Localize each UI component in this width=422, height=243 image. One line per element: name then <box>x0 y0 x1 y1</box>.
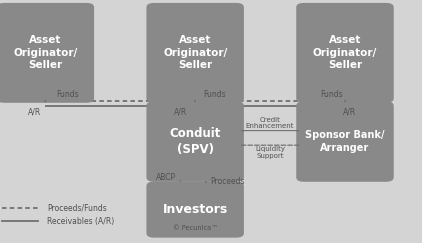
FancyBboxPatch shape <box>0 3 94 103</box>
Text: Asset
Originator/
Seller: Asset Originator/ Seller <box>163 35 227 70</box>
Text: ABCP: ABCP <box>156 174 176 182</box>
Text: Asset
Originator/
Seller: Asset Originator/ Seller <box>13 35 78 70</box>
Text: Liquidity
Support: Liquidity Support <box>255 146 285 159</box>
Text: Proceeds: Proceeds <box>210 177 244 186</box>
Text: Asset
Originator/
Seller: Asset Originator/ Seller <box>313 35 377 70</box>
Text: Conduit
(SPV): Conduit (SPV) <box>170 127 221 156</box>
Text: Proceeds/Funds: Proceeds/Funds <box>47 203 107 212</box>
FancyBboxPatch shape <box>146 3 244 103</box>
FancyBboxPatch shape <box>146 101 244 182</box>
Text: A/R: A/R <box>173 107 187 116</box>
Text: © Pecunica™: © Pecunica™ <box>173 225 218 231</box>
Text: A/R: A/R <box>28 107 41 116</box>
FancyBboxPatch shape <box>296 3 394 103</box>
Text: Sponsor Bank/
Arranger: Sponsor Bank/ Arranger <box>305 130 385 153</box>
FancyBboxPatch shape <box>146 182 244 238</box>
Text: A/R: A/R <box>343 107 356 116</box>
Text: Funds: Funds <box>320 90 343 99</box>
Text: Funds: Funds <box>56 90 78 99</box>
FancyBboxPatch shape <box>296 101 394 182</box>
Text: Receivables (A/R): Receivables (A/R) <box>47 217 114 226</box>
Text: Credit
Enhancement: Credit Enhancement <box>246 117 294 129</box>
Text: Funds: Funds <box>203 90 225 99</box>
Text: Investors: Investors <box>162 203 228 216</box>
